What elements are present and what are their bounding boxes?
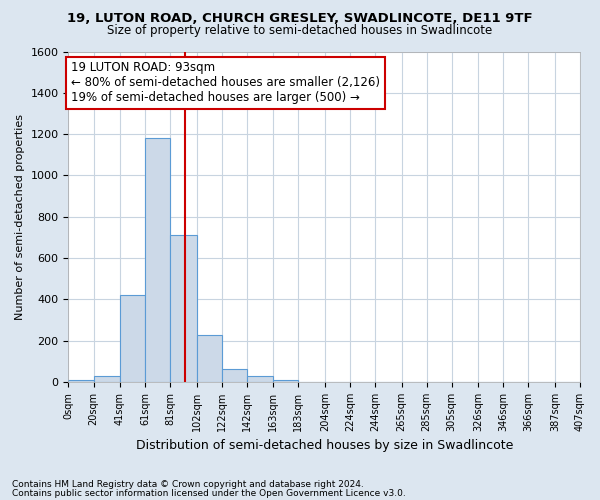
Text: 19, LUTON ROAD, CHURCH GRESLEY, SWADLINCOTE, DE11 9TF: 19, LUTON ROAD, CHURCH GRESLEY, SWADLINC…	[67, 12, 533, 26]
Bar	[68, 380, 94, 382]
Text: Contains HM Land Registry data © Crown copyright and database right 2024.: Contains HM Land Registry data © Crown c…	[12, 480, 364, 489]
Bar	[273, 380, 298, 382]
Text: Contains public sector information licensed under the Open Government Licence v3: Contains public sector information licen…	[12, 488, 406, 498]
Bar	[120, 296, 145, 382]
Text: Size of property relative to semi-detached houses in Swadlincote: Size of property relative to semi-detach…	[107, 24, 493, 37]
Bar	[145, 138, 170, 382]
Bar	[94, 376, 120, 382]
Bar	[197, 334, 222, 382]
Y-axis label: Number of semi-detached properties: Number of semi-detached properties	[15, 114, 25, 320]
Bar	[247, 376, 273, 382]
Text: 19 LUTON ROAD: 93sqm
← 80% of semi-detached houses are smaller (2,126)
19% of se: 19 LUTON ROAD: 93sqm ← 80% of semi-detac…	[71, 62, 380, 104]
X-axis label: Distribution of semi-detached houses by size in Swadlincote: Distribution of semi-detached houses by …	[136, 440, 513, 452]
Bar	[170, 236, 197, 382]
Bar	[222, 368, 247, 382]
